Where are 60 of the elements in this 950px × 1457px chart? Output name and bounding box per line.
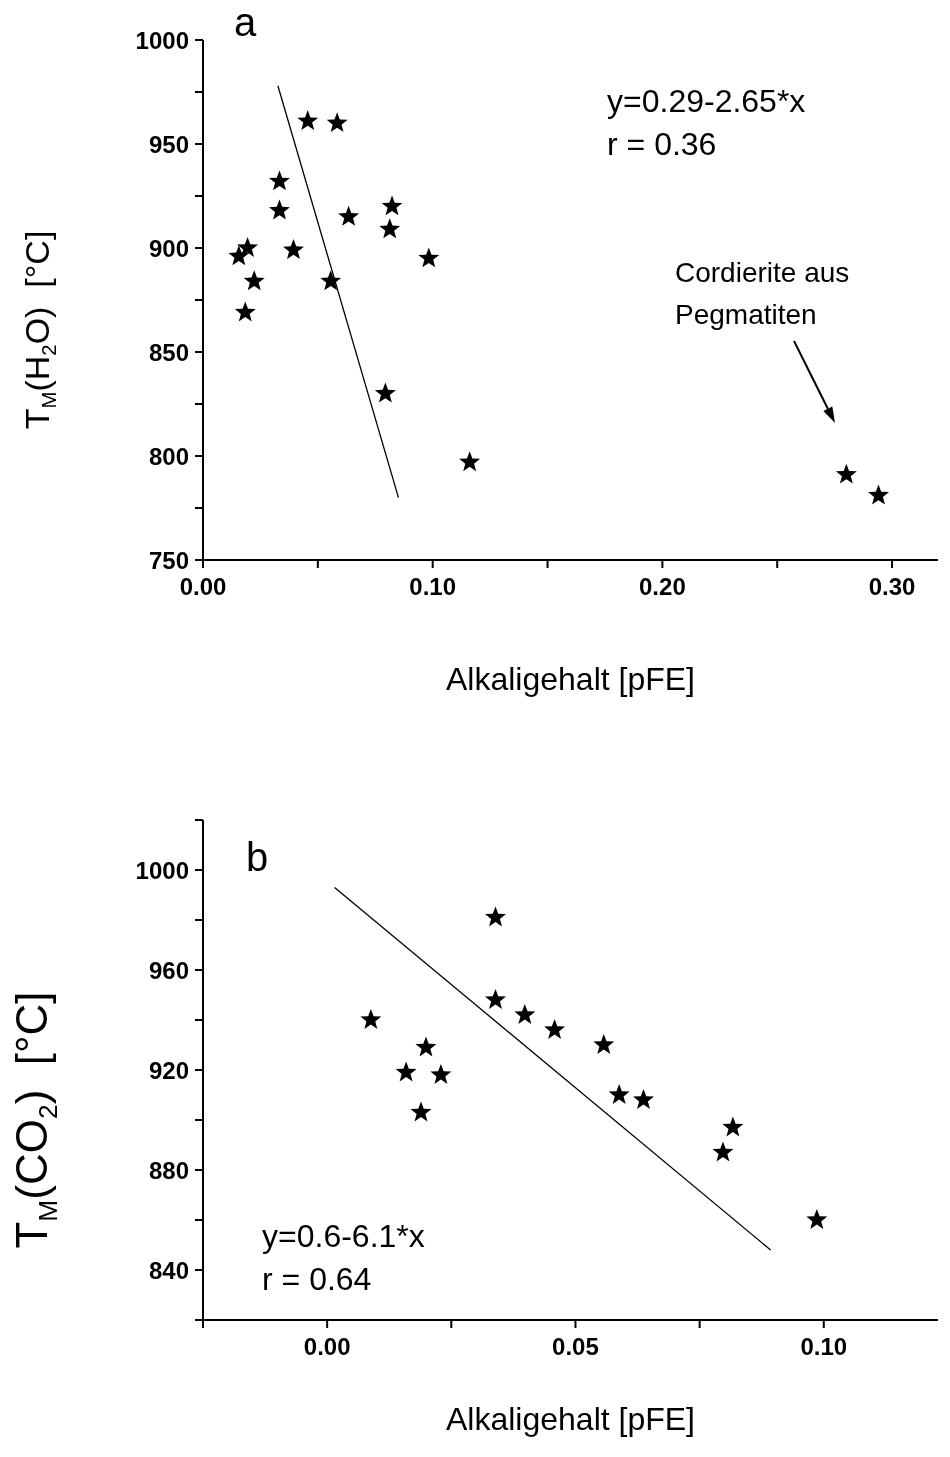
y-tick-label: 950 xyxy=(148,130,189,158)
point xyxy=(243,270,265,291)
y-tick-label: 960 xyxy=(148,956,189,984)
point xyxy=(326,112,348,133)
point xyxy=(395,1061,417,1082)
point xyxy=(237,237,259,257)
point xyxy=(283,239,304,259)
point xyxy=(514,1004,536,1024)
x-axis-title: Alkaligehalt [pFE] xyxy=(445,1401,696,1437)
x-tick-label: 0.30 xyxy=(868,573,916,601)
annotation: r = 0.36 xyxy=(607,126,717,162)
y-tick-label: 880 xyxy=(148,1156,189,1184)
y-tick-label: 1000 xyxy=(135,26,189,54)
point xyxy=(415,1036,437,1057)
x-tick-label: 0.00 xyxy=(179,573,227,601)
point xyxy=(806,1209,828,1229)
point xyxy=(608,1084,630,1104)
point xyxy=(269,199,290,220)
y-tick-label: 800 xyxy=(148,442,189,470)
point xyxy=(410,1101,432,1122)
x-tick-label: 0.10 xyxy=(800,1333,848,1361)
point xyxy=(360,1009,382,1029)
point xyxy=(835,463,857,484)
point xyxy=(485,906,506,927)
point xyxy=(320,270,342,291)
point xyxy=(544,1019,566,1039)
point xyxy=(269,170,290,191)
point xyxy=(430,1064,452,1084)
x-tick-label: 0.05 xyxy=(552,1333,599,1361)
x-axis-title: Alkaligehalt [pFE] xyxy=(445,661,696,697)
point xyxy=(459,451,481,472)
annotation: r = 0.64 xyxy=(262,1261,372,1297)
point xyxy=(485,989,506,1009)
point xyxy=(381,195,403,216)
point xyxy=(868,484,889,505)
point xyxy=(297,110,319,131)
point xyxy=(228,245,250,266)
x-tick-label: 0.00 xyxy=(303,1333,351,1361)
annotation: y=0.29-2.65*x xyxy=(607,83,806,119)
y-tick-label: 850 xyxy=(148,338,189,366)
annotation: y=0.6-6.1*x xyxy=(262,1218,425,1254)
point xyxy=(234,301,256,322)
point xyxy=(633,1089,654,1109)
point xyxy=(593,1034,615,1054)
point xyxy=(418,247,440,268)
point xyxy=(338,205,360,226)
y-tick-label: 920 xyxy=(148,1056,189,1084)
point xyxy=(712,1141,734,1162)
chart-title: b xyxy=(245,835,269,879)
chart-title: a xyxy=(233,0,257,44)
point xyxy=(722,1116,744,1137)
x-tick-label: 0.20 xyxy=(639,573,686,601)
annotation: Cordierite aus Pegmatiten xyxy=(675,257,850,330)
y-tick-label: 750 xyxy=(148,546,189,574)
y-tick-label: 840 xyxy=(148,1256,189,1284)
y-tick-label: 1000 xyxy=(135,856,189,884)
point xyxy=(374,382,396,403)
y-tick-label: 900 xyxy=(148,234,189,262)
x-tick-label: 0.10 xyxy=(409,573,457,601)
point xyxy=(379,218,401,239)
